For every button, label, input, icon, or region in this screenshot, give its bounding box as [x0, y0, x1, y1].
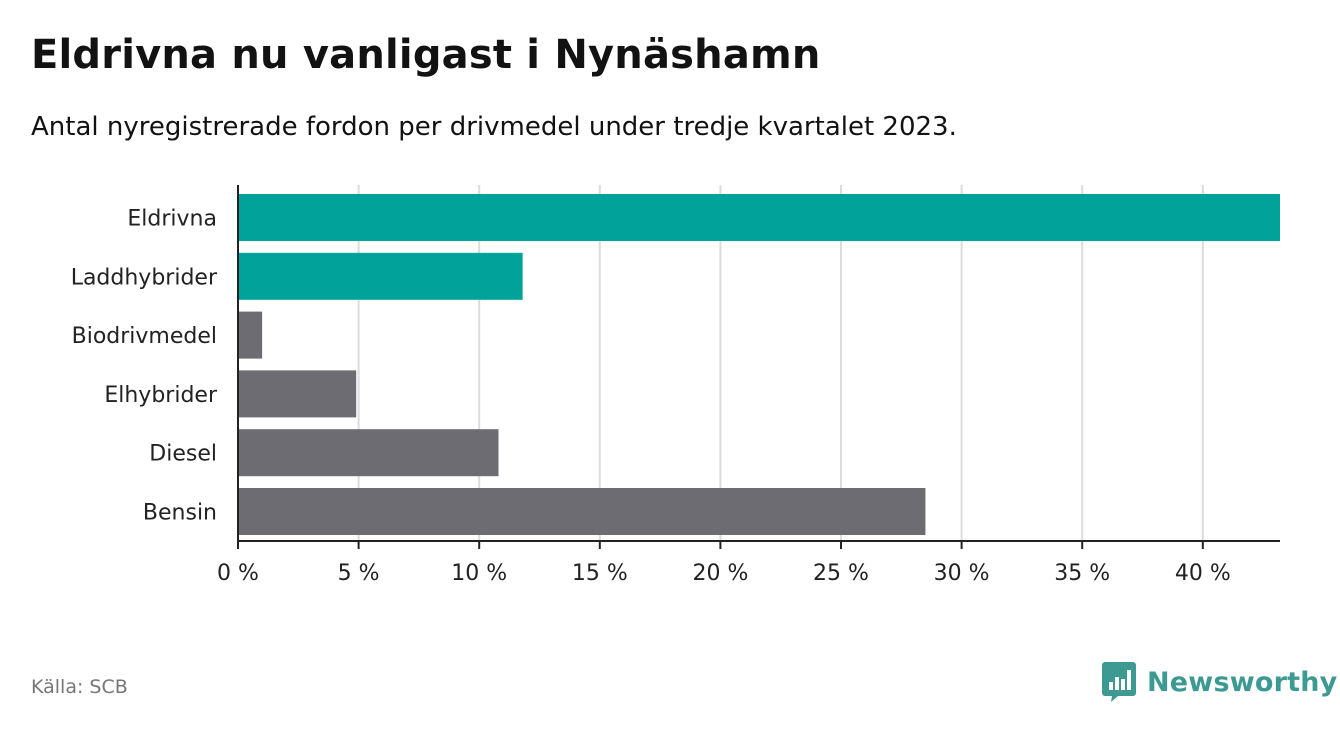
bar: [238, 194, 1280, 241]
x-tick-label: 5 %: [338, 561, 380, 586]
category-label: Elhybrider: [104, 383, 218, 408]
chart-title: Eldrivna nu vanligast i Nynäshamn: [31, 32, 821, 78]
x-tick-label: 10 %: [451, 561, 507, 586]
x-tick-label: 0 %: [217, 561, 259, 586]
x-tick-label: 35 %: [1054, 561, 1110, 586]
x-tick-label: 20 %: [692, 561, 748, 586]
bar: [238, 252, 523, 300]
chart-subtitle: Antal nyregistrerade fordon per drivmede…: [31, 112, 957, 142]
x-tick-label: 25 %: [813, 561, 869, 586]
bar: [238, 429, 499, 477]
bar: [238, 370, 357, 418]
category-label: Bensin: [143, 501, 217, 526]
bar: [238, 488, 926, 535]
bar-chart-icon: [1102, 662, 1136, 702]
x-tick-label: 15 %: [572, 561, 628, 586]
bar: [238, 311, 263, 359]
category-label: Laddhybrider: [71, 265, 218, 290]
x-tick-label: 40 %: [1175, 561, 1231, 586]
x-tick-label: 30 %: [934, 561, 990, 586]
source-note: Källa: SCB: [31, 676, 128, 698]
category-label: Diesel: [149, 442, 217, 467]
brand-logo: Newsworthy: [1102, 662, 1337, 702]
brand-name: Newsworthy: [1147, 666, 1338, 698]
category-label: Eldrivna: [127, 207, 217, 232]
category-label: Biodrivmedel: [72, 324, 217, 349]
